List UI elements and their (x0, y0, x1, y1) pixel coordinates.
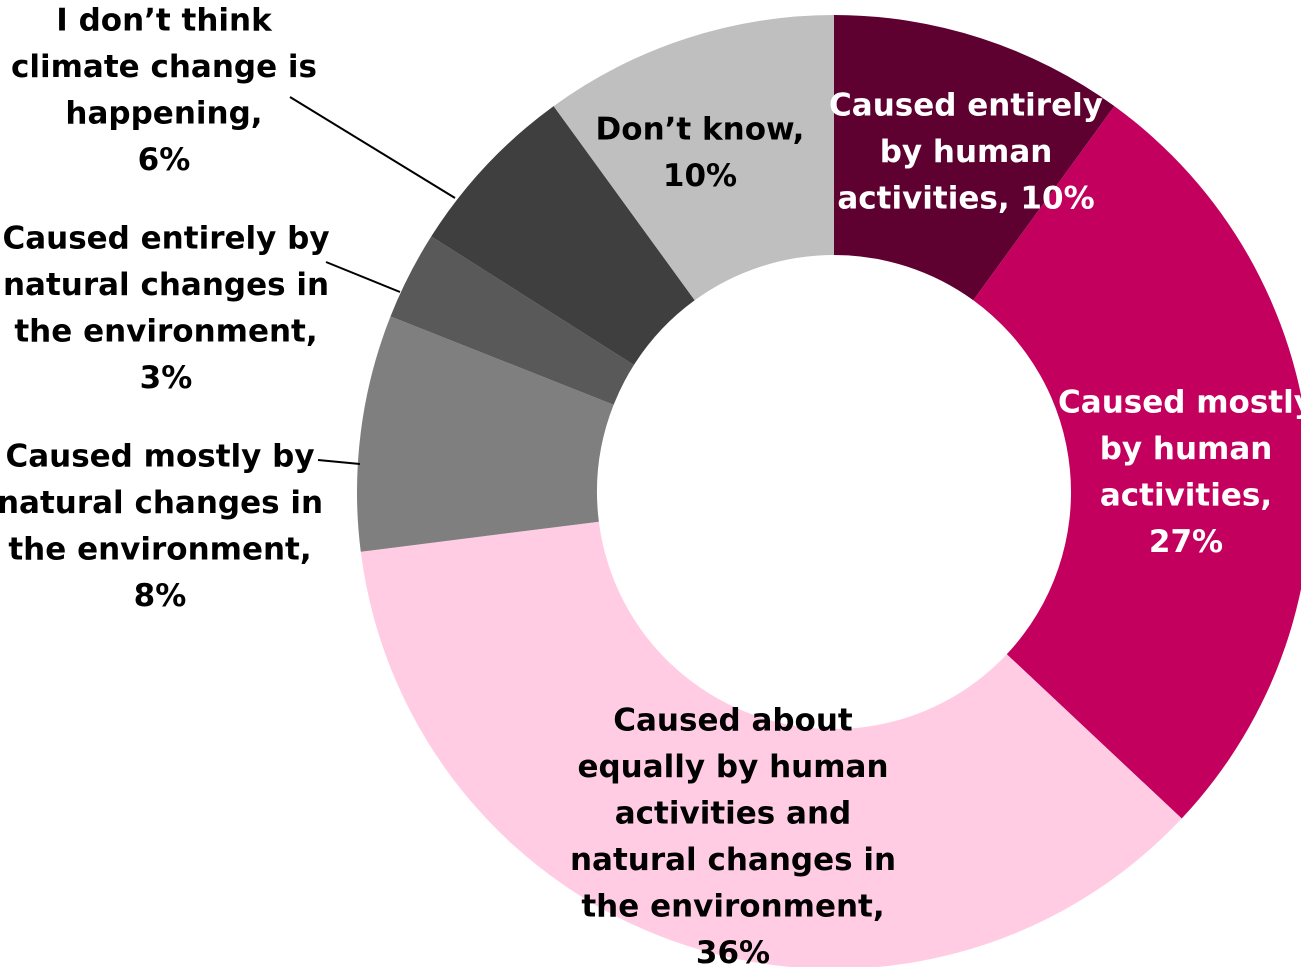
slice-equal (360, 521, 1182, 967)
slice-label-line: I don’t think (56, 3, 273, 39)
leader-line-entirely-natural (325, 261, 401, 293)
slice-label-mostly-natural: Caused mostly by natural changes in the en… (0, 439, 323, 615)
slice-label-line: by human (1100, 431, 1273, 467)
slice-label-line: activities and (615, 796, 851, 832)
leader-line-mostly-natural (317, 459, 361, 465)
slice-label-line: 27% (1149, 524, 1223, 560)
leader-lines-group (289, 96, 456, 465)
slice-label-line: happening, (65, 96, 262, 132)
slice-entirely-human (834, 15, 1115, 301)
slice-label-line: the environment, (8, 532, 311, 568)
slice-label-line: Caused mostly (1058, 385, 1301, 421)
slice-label-line: the environment, (581, 889, 884, 925)
slice-dont-know (553, 15, 834, 301)
slice-label-line: 6% (138, 142, 191, 178)
slice-label-equal: Caused about equally by human activities a… (570, 703, 896, 967)
slice-label-dont-know: Don’t know, 10% (596, 112, 805, 195)
slice-label-line: natural changes in (0, 485, 323, 521)
slice-entirely-natural (390, 236, 634, 405)
slice-label-line: Caused about (613, 703, 853, 739)
slice-mostly-human (973, 106, 1301, 819)
slice-label-entirely-human: Caused entirely by human activities, 10% (829, 88, 1103, 217)
slice-label-entirely-natural: Caused entirely by natural changes in the … (2, 221, 329, 397)
slice-label-line: 36% (696, 935, 770, 967)
slice-label-line: Caused entirely (829, 88, 1103, 124)
slice-label-line: 3% (140, 360, 193, 396)
slice-label-line: 8% (134, 578, 187, 614)
slice-label-line: climate change is (11, 49, 317, 85)
slice-label-line: the environment, (14, 314, 317, 350)
slice-label-line: natural changes in (3, 267, 329, 303)
slices-group (357, 15, 1301, 967)
slice-label-line: Caused mostly by (5, 439, 314, 475)
slice-label-line: activities, (1100, 478, 1272, 514)
slice-label-line: Caused entirely by (2, 221, 329, 257)
slice-label-line: equally by human (577, 749, 888, 785)
leader-line-not-happening (289, 96, 456, 199)
slice-label-not-happening: I don’t think climate change is happening,… (11, 3, 317, 179)
slice-not-happening (431, 106, 695, 366)
slice-mostly-natural (357, 316, 614, 552)
slice-label-line: Don’t know, (596, 112, 805, 148)
slice-label-line: natural changes in (570, 842, 896, 878)
slice-label-line: by human (880, 134, 1053, 170)
slice-label-mostly-human: Caused mostly by human activities, 27% (1058, 385, 1301, 561)
slice-label-line: 10% (663, 158, 737, 194)
slice-label-line: activities, 10% (837, 181, 1094, 217)
labels-group: Caused entirely by human activities, 10%Ca… (0, 3, 1301, 967)
